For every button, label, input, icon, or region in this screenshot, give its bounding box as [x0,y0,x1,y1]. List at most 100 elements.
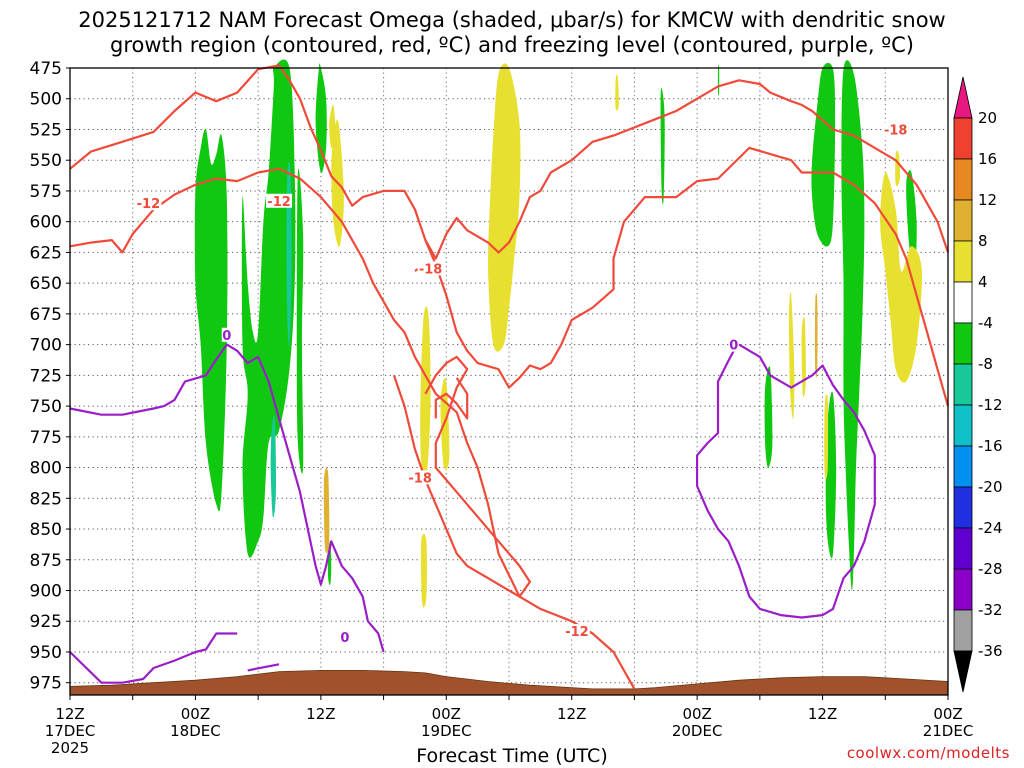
y-tick-label: 775 [30,428,62,448]
colorbar-label: -28 [978,560,1003,578]
contour-label-bg [728,337,739,352]
contour-label-bg [135,196,162,211]
omega-region [801,316,806,398]
colorbar-swatch [953,117,973,160]
y-tick-label: 575 [30,182,62,202]
y-tick-label: 675 [30,305,62,325]
x-tick-label: 00Z [181,705,210,723]
omega-region [880,172,923,383]
contour-label-bg [882,122,909,137]
colorbar: 20 16 12 8 4 -4 -8 -12 -16 -20 -24 -28 -32 -36 [953,76,1003,693]
colorbar-swatch [953,322,973,365]
colorbar-swatch [953,445,973,488]
contour-label: -18 [408,471,432,486]
omega-region [717,64,720,96]
omega-region [811,62,836,247]
contour-label: -12 [267,195,291,210]
y-tick-label: 625 [30,243,62,263]
contour-label: 0 [340,631,349,646]
omega-region [764,366,773,468]
source-credit: coolwx.com/modelts [846,744,1010,762]
colorbar-swatch [953,527,973,570]
chart-title-line1: 2025121712 NAM Forecast Omega (shaded, μ… [78,8,946,32]
x-tick-label: 00Z [432,705,461,723]
omega-region [906,170,917,272]
omega-region [241,59,296,558]
colorbar-swatch [953,281,973,324]
y-tick-label: 925 [30,612,62,632]
freezing-level-contour [696,343,876,619]
x-tick-label: 20DEC [672,722,723,740]
y-tick-label: 950 [30,643,62,663]
colorbar-label: -12 [978,396,1003,414]
contour-label-bg [266,193,293,208]
y-tick-label: 900 [30,582,62,602]
omega-region [495,233,499,284]
y-tick-label: 475 [30,59,62,79]
y-tick-label: 850 [30,520,62,540]
y-tick-label: 650 [30,274,62,294]
colorbar-swatch [953,609,973,652]
y-tick-label: 725 [30,366,62,386]
colorbar-swatch [953,240,973,283]
colorbar-label: -16 [978,437,1003,455]
omega-region [660,87,665,205]
colorbar-label: 8 [978,232,988,250]
x-tick-label: 17DEC [45,722,96,740]
omega-region [841,60,865,591]
y-tick-label: 975 [30,674,62,694]
dendritic-contour [69,167,636,690]
y-tick-label: 500 [30,90,62,110]
omega-region [815,293,818,378]
omega-region [194,129,228,512]
contour-label: 0 [729,339,738,354]
contour-label: 0 [222,329,231,344]
colorbar-label: 20 [978,109,997,127]
dendritic-contour [392,355,531,598]
dendritic-contour [434,377,469,420]
omega-region [825,391,837,559]
omega-region [323,467,330,554]
omega-region [788,291,795,420]
colorbar-label: -36 [978,642,1003,660]
y-tick-label: 700 [30,336,62,356]
colorbar-label: 4 [978,273,988,291]
x-tick-label: 00Z [933,705,962,723]
freezing-level-contour [69,343,385,653]
y-tick-label: 800 [30,459,62,479]
contour-label: -12 [565,625,589,640]
omega-region [615,74,619,111]
contour-label-bg [221,327,232,342]
omega-region [420,534,428,608]
freezing-level-contour [247,663,280,672]
colorbar-swatch [953,76,973,119]
contour-label: -12 [137,197,161,212]
x-tick-label: 00Z [682,705,711,723]
contour-label-bg [563,624,590,639]
omega-region [296,168,304,474]
colorbar-label: -8 [978,355,993,373]
y-tick-label: 600 [30,213,62,233]
freezing-level-contour [69,632,238,684]
omega-region [895,150,901,187]
y-tick-label: 875 [30,551,62,571]
omega-region [286,161,292,347]
y-tick-label: 550 [30,151,62,171]
x-tick-label: 21DEC [923,722,974,740]
contour-label-bg [407,470,434,485]
omega-region [315,63,327,174]
omega-region [488,63,521,352]
omega-region [329,104,336,149]
terrain-surface [69,670,949,696]
pressure-axis: 475 500 525 550 575 600 625 650 675 700 725 750 775 8… [30,59,70,694]
terrain-fill [69,670,949,696]
x-axis-title: Forecast Time (UTC) [416,745,608,767]
colorbar-swatch [953,486,973,529]
colorbar-label: -20 [978,478,1003,496]
omega-region [824,394,829,480]
x-tick-label: 12Z [306,705,335,723]
dendritic-contour [69,64,950,260]
colorbar-label: -32 [978,601,1003,619]
